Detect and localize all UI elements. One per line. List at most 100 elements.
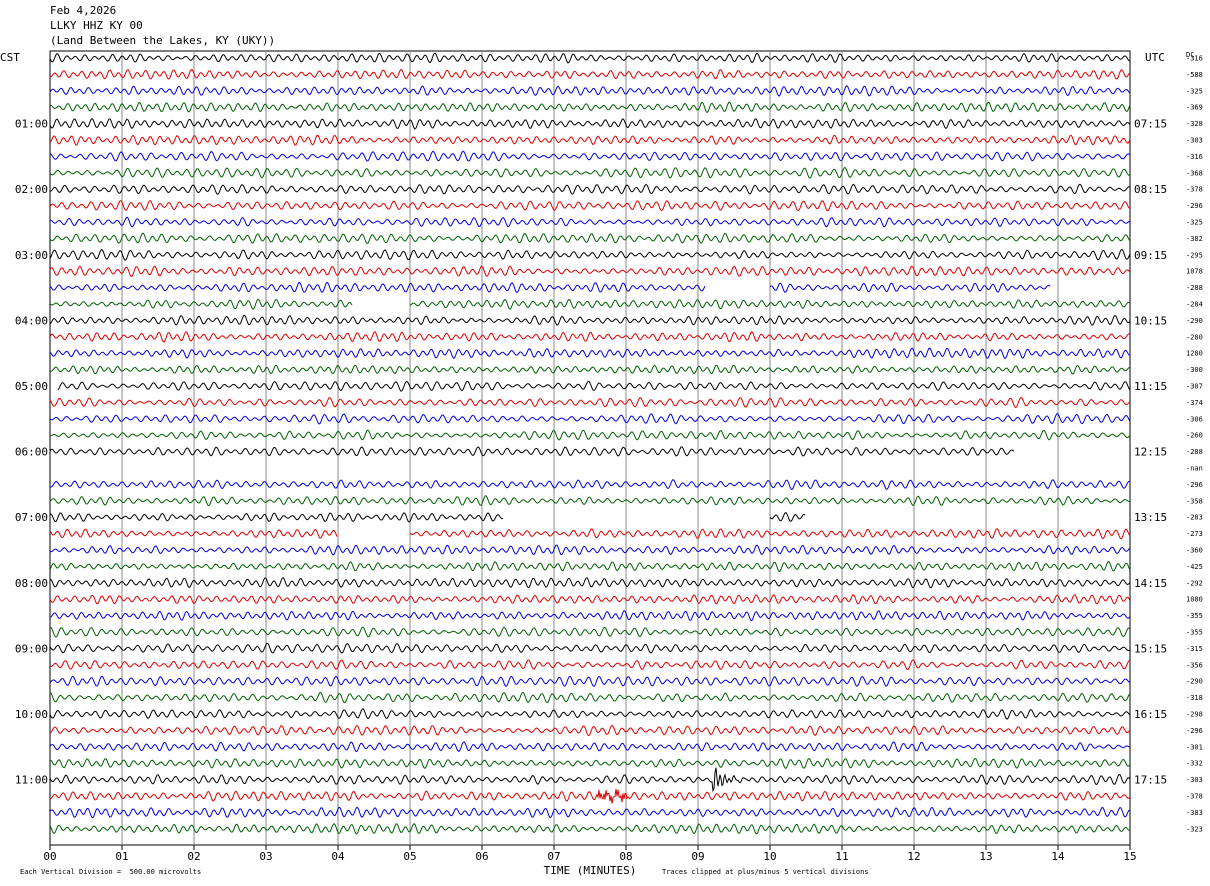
seismic-trace (49, 659, 1131, 671)
scale-note: Each Vertical Division = 500.00 microvol… (20, 868, 202, 876)
dc-offset-label: -332 (1186, 760, 1203, 768)
seismic-trace (49, 822, 1131, 835)
dc-offset-label: 1280 (1186, 350, 1203, 358)
seismic-trace (49, 101, 1131, 114)
right-hour-label: 15:15 (1134, 642, 1167, 655)
dc-offset-label: -355 (1186, 629, 1203, 637)
dc-offset-label: -283 (1186, 514, 1203, 522)
seismic-trace (49, 708, 1131, 720)
right-timezone-label: UTC (1145, 51, 1165, 64)
dc-offset-label: -358 (1186, 497, 1203, 505)
dc-offset-label: -303 (1186, 776, 1203, 784)
plot-frame (49, 50, 1131, 846)
dc-offset-label: 1080 (1186, 596, 1203, 604)
dc-offset-label: -318 (1186, 694, 1203, 702)
left-hour-label: 04:00 (15, 314, 48, 327)
dc-offset-label: -273 (1186, 530, 1203, 538)
dc-offset-label: -378 (1186, 793, 1203, 801)
dc-offset-label: -280 (1186, 333, 1203, 341)
seismic-trace (49, 495, 1131, 507)
seismic-trace (49, 560, 1131, 573)
dc-offset-label: -374 (1186, 399, 1203, 407)
right-hour-label: 10:15 (1134, 314, 1167, 327)
right-hour-label: 12:15 (1134, 446, 1167, 459)
seismic-trace (49, 413, 1131, 425)
dc-offset-label: -325 (1186, 87, 1203, 95)
dc-offset-label: -355 (1186, 612, 1203, 620)
dc-offset-label: -316 (1186, 55, 1203, 63)
dc-offset-label: -368 (1186, 169, 1203, 177)
clip-note: Traces clipped at plus/minus 5 vertical … (662, 868, 869, 876)
station-label: LLKY HHZ KY 00 (50, 19, 143, 32)
x-tick-label: 01 (115, 850, 128, 863)
dc-label: DC (1186, 51, 1194, 59)
x-tick-label: 02 (187, 850, 200, 863)
x-tick-label: 06 (475, 850, 488, 863)
dc-offset-label: -323 (1186, 825, 1203, 833)
seismic-trace (49, 767, 1131, 793)
seismic-trace (57, 380, 1131, 392)
seismic-trace (49, 150, 1131, 162)
date-label: Feb 4,2026 (50, 4, 117, 17)
left-hour-label: 02:00 (15, 183, 48, 196)
seismic-trace (49, 216, 1131, 228)
x-tick-label: 03 (259, 850, 272, 863)
seismic-trace (49, 675, 1131, 688)
left-hour-label: 01:00 (15, 118, 48, 131)
dc-offset-label: -383 (1186, 809, 1203, 817)
dc-offset-label: -288 (1186, 284, 1203, 292)
dc-offset-label: -260 (1186, 432, 1203, 440)
right-hour-label: 09:15 (1134, 249, 1167, 262)
seismic-trace (49, 691, 1131, 704)
seismic-trace (49, 134, 1131, 146)
x-tick-label: 00 (43, 850, 56, 863)
seismic-trace (49, 85, 1131, 97)
seismic-trace (49, 429, 1131, 441)
left-hour-label: 08:00 (15, 577, 48, 590)
seismic-trace (49, 347, 1131, 360)
dc-offset-label: -284 (1186, 301, 1203, 309)
seismic-trace (49, 741, 1131, 753)
dc-offset-label: -296 (1186, 727, 1203, 735)
dc-offset-label: -325 (1186, 219, 1203, 227)
dc-offset-label: -292 (1186, 579, 1203, 587)
dc-offset-label: -290 (1186, 317, 1203, 325)
seismic-trace (50, 282, 1130, 292)
seismic-trace (49, 265, 1131, 277)
right-hour-label: 08:15 (1134, 183, 1167, 196)
seismic-trace (49, 396, 1131, 409)
left-hour-label: 09:00 (15, 642, 48, 655)
dc-offset-label: -588 (1186, 71, 1203, 79)
dc-offset-label: 1078 (1186, 268, 1203, 276)
dc-offset-label: -315 (1186, 645, 1203, 653)
seismic-trace (49, 594, 1131, 605)
seismic-trace (49, 314, 1131, 326)
dc-offset-label: -382 (1186, 235, 1203, 243)
seismic-trace (49, 232, 1131, 245)
left-hour-label: 11:00 (15, 774, 48, 787)
seismic-trace (49, 117, 1131, 130)
left-timezone-label: CST (0, 51, 20, 64)
dc-offset-label: -301 (1186, 743, 1203, 751)
seismic-trace (49, 248, 1131, 261)
x-tick-label: 12 (907, 850, 920, 863)
seismic-trace (49, 331, 1131, 343)
left-hour-label: 06:00 (15, 446, 48, 459)
left-hour-label: 05:00 (15, 380, 48, 393)
x-tick-label: 09 (691, 850, 704, 863)
dc-offset-label: -356 (1186, 661, 1203, 669)
seismic-trace (49, 479, 1131, 491)
right-hour-label: 14:15 (1134, 577, 1167, 590)
seismic-trace (49, 788, 1131, 804)
seismic-trace (49, 199, 1131, 212)
x-axis-title: TIME (MINUTES) (544, 864, 637, 877)
seismic-trace (49, 610, 1131, 622)
seismic-trace (49, 183, 1131, 195)
x-tick-label: 10 (763, 850, 776, 863)
dc-offset-label: -290 (1186, 678, 1203, 686)
left-hour-label: 03:00 (15, 249, 48, 262)
dc-offset-label: -328 (1186, 120, 1203, 128)
x-tick-label: 15 (1123, 850, 1136, 863)
right-hour-label: 16:15 (1134, 708, 1167, 721)
